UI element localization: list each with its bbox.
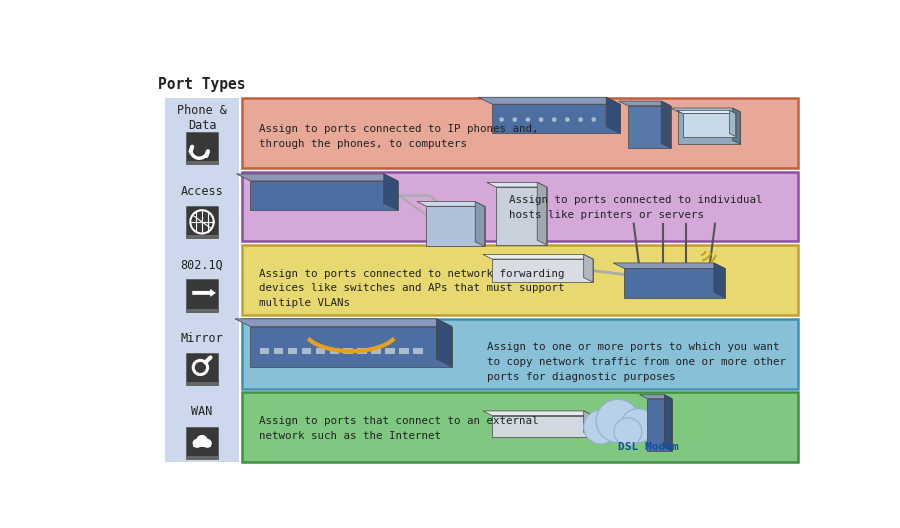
Bar	[185, 427, 219, 459]
Circle shape	[579, 117, 583, 122]
Polygon shape	[417, 202, 484, 206]
Polygon shape	[483, 411, 593, 416]
Polygon shape	[185, 308, 219, 312]
Circle shape	[196, 435, 208, 447]
Polygon shape	[487, 182, 546, 187]
Text: 802.1Q: 802.1Q	[181, 258, 223, 271]
Bar	[193, 444, 212, 447]
Polygon shape	[383, 174, 398, 210]
Polygon shape	[729, 110, 735, 137]
Polygon shape	[492, 259, 593, 282]
Text: Port Types: Port Types	[158, 78, 246, 92]
Polygon shape	[584, 254, 593, 282]
Bar	[185, 132, 219, 164]
Text: Assign to ports connected to network forwarding
devices like switches and APs th: Assign to ports connected to network for…	[258, 269, 564, 308]
Polygon shape	[478, 97, 620, 104]
Polygon shape	[714, 263, 724, 298]
Polygon shape	[185, 456, 219, 459]
Text: Access: Access	[181, 185, 223, 197]
Circle shape	[584, 410, 617, 444]
Bar	[357, 348, 366, 354]
Text: Assign to ports that connect to an external
network such as the Internet: Assign to ports that connect to an exter…	[258, 417, 538, 441]
Polygon shape	[683, 114, 735, 137]
Circle shape	[552, 117, 556, 122]
Polygon shape	[664, 395, 672, 451]
Circle shape	[621, 409, 655, 442]
Polygon shape	[679, 112, 740, 144]
Polygon shape	[235, 319, 452, 326]
Text: WAN: WAN	[192, 406, 212, 419]
Polygon shape	[618, 101, 670, 106]
Bar	[242, 98, 798, 168]
Polygon shape	[436, 319, 452, 366]
Polygon shape	[185, 235, 219, 238]
FancyArrow shape	[193, 289, 216, 297]
Bar	[242, 319, 798, 389]
Bar	[242, 245, 798, 315]
Bar	[185, 206, 219, 238]
Polygon shape	[624, 268, 724, 298]
Text: DSL Modem: DSL Modem	[617, 442, 679, 452]
Bar	[385, 348, 394, 354]
Circle shape	[500, 117, 504, 122]
Circle shape	[539, 117, 544, 122]
Polygon shape	[607, 97, 620, 134]
Circle shape	[512, 117, 517, 122]
Polygon shape	[475, 202, 484, 246]
Text: Assign to ports connected to IP phones and,
through the phones, to computers: Assign to ports connected to IP phones a…	[258, 124, 538, 149]
Polygon shape	[537, 182, 546, 245]
Polygon shape	[427, 206, 484, 246]
Text: Assign to ports connected to individual
hosts like printers or servers: Assign to ports connected to individual …	[509, 195, 762, 220]
Polygon shape	[492, 416, 593, 437]
Bar	[242, 172, 798, 241]
Polygon shape	[647, 399, 672, 451]
Bar	[185, 279, 219, 312]
Bar	[242, 392, 798, 462]
Polygon shape	[677, 110, 735, 114]
Bar	[400, 348, 409, 354]
Circle shape	[526, 117, 530, 122]
Text: Mirror: Mirror	[181, 332, 223, 345]
Circle shape	[193, 439, 202, 448]
Bar	[344, 348, 353, 354]
Polygon shape	[237, 174, 398, 181]
Circle shape	[565, 117, 570, 122]
Polygon shape	[185, 382, 219, 385]
Text: Phone &
Data: Phone & Data	[177, 103, 227, 131]
Circle shape	[202, 439, 211, 448]
Bar	[302, 348, 310, 354]
Polygon shape	[662, 101, 670, 148]
Polygon shape	[584, 411, 593, 437]
Polygon shape	[628, 106, 670, 148]
Bar	[185, 353, 219, 385]
Polygon shape	[185, 162, 219, 164]
Polygon shape	[250, 326, 452, 366]
Bar	[274, 348, 283, 354]
Circle shape	[596, 399, 640, 442]
Text: Assign to one or more ports to which you want
to copy network traffic from one o: Assign to one or more ports to which you…	[487, 342, 786, 382]
Polygon shape	[640, 395, 672, 399]
Polygon shape	[250, 181, 398, 210]
Polygon shape	[483, 254, 593, 259]
Bar	[316, 348, 325, 354]
Polygon shape	[733, 108, 740, 144]
Circle shape	[591, 117, 596, 122]
Bar	[166, 98, 238, 462]
Polygon shape	[496, 187, 546, 245]
Bar	[260, 348, 269, 354]
Bar	[288, 348, 297, 354]
Bar	[329, 348, 338, 354]
Circle shape	[614, 418, 642, 446]
Bar	[372, 348, 381, 354]
Polygon shape	[613, 263, 725, 268]
Polygon shape	[670, 108, 740, 112]
Bar	[413, 348, 422, 354]
Polygon shape	[492, 104, 620, 134]
